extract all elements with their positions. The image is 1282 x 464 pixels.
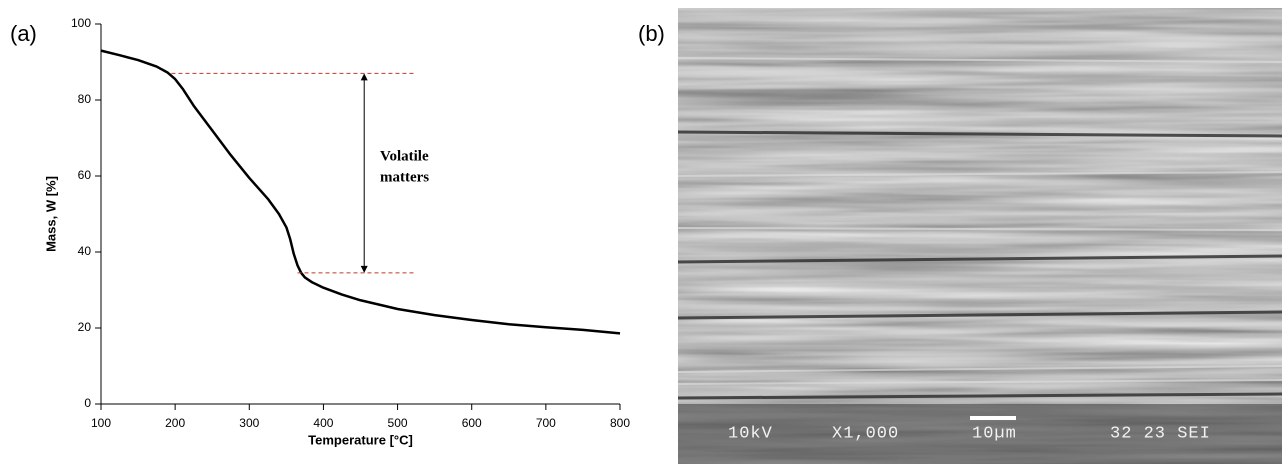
x-tick-label: 100 — [91, 416, 111, 430]
x-tick-label: 500 — [388, 416, 408, 430]
x-tick-label: 700 — [536, 416, 556, 430]
panel-label: (b) — [638, 21, 665, 46]
figure: (a) (b) 10kV X1,000 10µm 32 23 SEI 0 20 40 60 80 10… — [0, 0, 1282, 464]
page: { "panel_labels": ["(a)", "(b)"], "chart… — [0, 0, 1282, 464]
y-tick-label: 60 — [78, 168, 92, 182]
y-tick-label: 40 — [78, 244, 92, 258]
y-tick-label: 100 — [71, 16, 91, 30]
data-line — [101, 51, 620, 334]
y-axis-title: Mass, W [%] — [43, 176, 58, 252]
x-axis-title: Temperature [°C] — [308, 432, 413, 447]
y-tick-label: 80 — [78, 92, 92, 106]
arrow-head — [361, 73, 368, 80]
y-tick-label: 0 — [84, 396, 91, 410]
y-tick-label: 20 — [78, 320, 92, 334]
x-tick-label: 300 — [239, 416, 259, 430]
image-label: X1,000 — [832, 424, 899, 443]
image-label: 10kV — [728, 424, 773, 443]
annotation-text: matters — [380, 169, 429, 185]
panel-label: (a) — [10, 21, 37, 46]
sem-image — [678, 8, 1282, 464]
x-tick-label: 800 — [610, 416, 630, 430]
arrow-head — [361, 266, 368, 273]
image-label: 10µm — [972, 424, 1017, 443]
x-tick-label: 400 — [313, 416, 333, 430]
x-tick-label: 200 — [165, 416, 185, 430]
x-tick-label: 600 — [462, 416, 482, 430]
annotation-text: Volatile — [380, 148, 429, 164]
image-label: 32 23 SEI — [1110, 424, 1211, 443]
